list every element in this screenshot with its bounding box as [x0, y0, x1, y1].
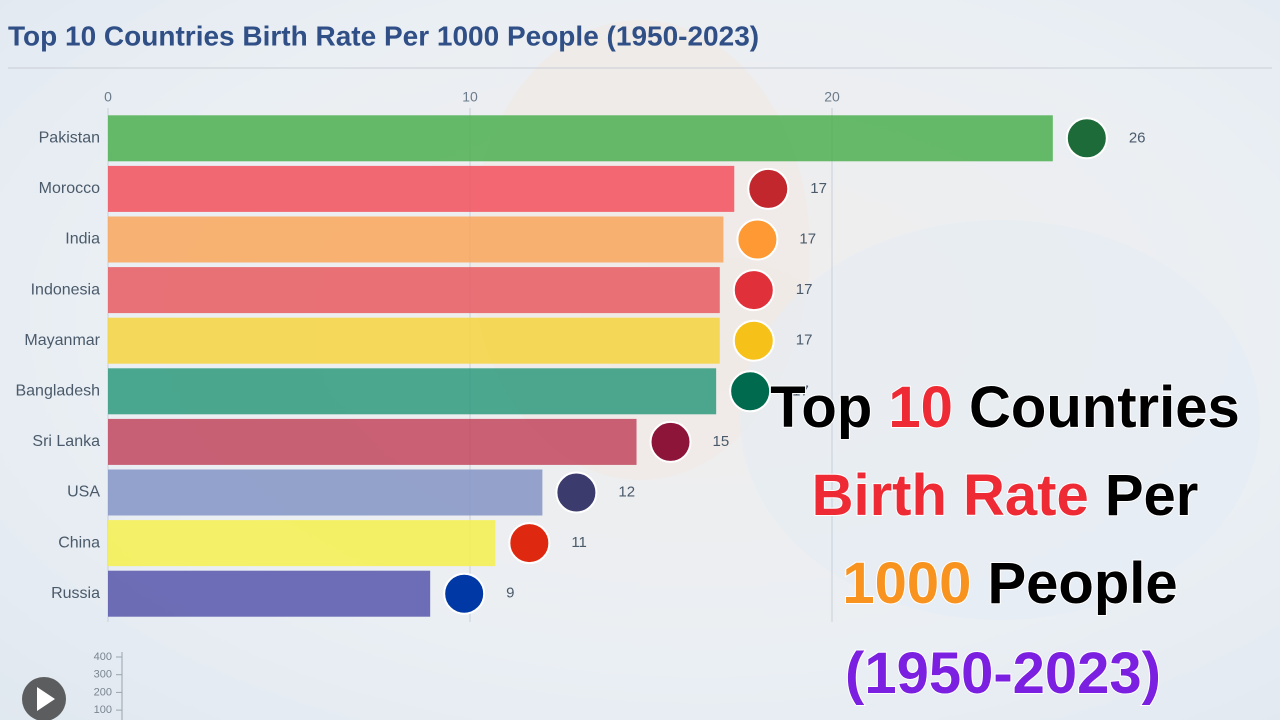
bar — [108, 368, 717, 415]
overlay-segment: Top — [770, 375, 888, 440]
play-icon — [37, 687, 55, 711]
bar — [108, 216, 724, 263]
y-tick-label: Sri Lanka — [32, 433, 100, 450]
y-tick-label: Russia — [51, 585, 100, 602]
y-tick-label: Pakistan — [39, 130, 100, 147]
y-tick-label: China — [58, 534, 100, 551]
bar — [108, 570, 431, 617]
flag — [555, 471, 598, 514]
photo-shape — [740, 220, 1260, 620]
flag — [508, 522, 551, 565]
value-label: 9 — [506, 585, 514, 602]
overlay-segment: Per — [1089, 463, 1199, 528]
overlay-segment: Countries — [953, 375, 1240, 440]
y-tick-label: Morocco — [39, 180, 100, 197]
overlay-segment: 1000 — [842, 551, 971, 616]
mini-axis: 400 300 200 100 — [94, 651, 123, 720]
y-tick-label: Mayanmar — [24, 332, 100, 349]
value-label: 17 — [796, 332, 813, 349]
flag — [729, 370, 772, 413]
flag — [747, 167, 790, 210]
x-tick-label: 10 — [462, 89, 478, 105]
value-label: 26 — [1129, 129, 1146, 146]
y-tick-label: India — [65, 231, 100, 248]
value-label: 17 — [799, 230, 816, 247]
overlay-segment: Birth Rate — [812, 463, 1089, 528]
overlay-segment: People — [971, 551, 1177, 616]
flag — [736, 218, 779, 261]
y-tick-label: USA — [67, 484, 100, 501]
flag — [443, 572, 486, 615]
overlay-segment: 10 — [888, 375, 953, 440]
value-label: 17 — [796, 281, 813, 298]
flag — [732, 319, 775, 362]
overlay-line: Top 10 Countries — [770, 375, 1239, 440]
mini-tick-label: 300 — [94, 669, 112, 681]
flag — [1065, 117, 1108, 160]
value-label: 17 — [792, 382, 809, 399]
x-tick-label: 0 — [104, 89, 112, 105]
bar — [108, 418, 637, 465]
bar — [108, 267, 720, 314]
overlay-segment: (1950-2023) — [845, 641, 1161, 706]
mini-tick-label: 200 — [94, 686, 112, 698]
value-label: 17 — [810, 180, 827, 197]
overlay-line: Birth Rate Per — [812, 463, 1199, 528]
bar — [108, 520, 496, 567]
bar — [108, 165, 735, 212]
bar — [108, 115, 1053, 162]
overlay-line: (1950-2023) — [845, 641, 1161, 706]
y-tick-label: Bangladesh — [15, 383, 100, 400]
overlay-line: 1000 People — [842, 551, 1177, 616]
overlay-text: Top 10 Countries Birth Rate Per 1000 Peopl… — [769, 374, 1240, 707]
flag — [732, 269, 775, 312]
y-tick-label: Indonesia — [31, 281, 100, 298]
chart-title: Top 10 Countries Birth Rate Per 1000 Peo… — [8, 20, 759, 51]
value-label: 15 — [713, 433, 730, 450]
mini-tick-label: 100 — [94, 704, 112, 716]
value-label: 11 — [571, 534, 587, 551]
value-label: 12 — [618, 483, 635, 500]
x-tick-label: 20 — [824, 89, 840, 105]
bar — [108, 317, 720, 364]
mini-tick-label: 400 — [94, 651, 112, 663]
bar — [108, 469, 543, 516]
plot: 0 10 20 Pakistan 26 Morocco 17 India 17 Indonesia… — [15, 89, 1146, 622]
flag — [649, 420, 692, 463]
